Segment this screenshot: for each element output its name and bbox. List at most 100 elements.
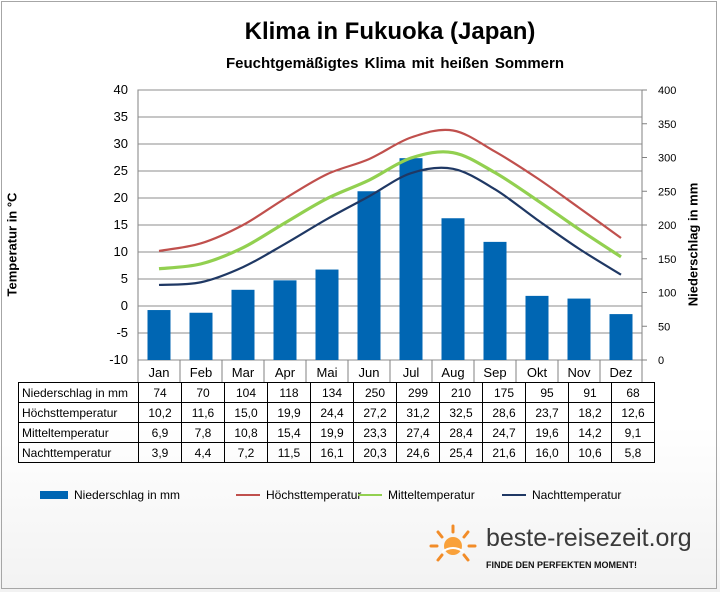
table-cell: 20,3 <box>353 442 397 463</box>
x-tick-label: Okt <box>527 365 548 380</box>
x-tick-label: Jun <box>359 365 380 380</box>
precipitation-bar <box>147 310 171 360</box>
table-cell: 7,8 <box>181 422 225 443</box>
x-tick-label: Apr <box>275 365 296 380</box>
y2-tick-label: 400 <box>658 85 676 97</box>
y2-tick-label: 100 <box>658 288 676 300</box>
y2-tick-label: 350 <box>658 119 676 131</box>
legend-swatch-line <box>502 494 526 496</box>
table-row: Niederschlag in mm 74 70 104 118 134 250 299 210… <box>18 382 655 403</box>
y-tick-label: 35 <box>114 109 128 124</box>
table-cell: 95 <box>525 382 569 403</box>
chart-title: Klima in Fukuoka (Japan) <box>244 18 536 45</box>
precipitation-bar <box>231 289 255 360</box>
table-cell: 3,9 <box>138 442 182 463</box>
y-tick-label: 5 <box>121 271 128 286</box>
data-table: Niederschlag in mm 74 70 104 118 134 250 299 210… <box>18 382 655 463</box>
legend-swatch-line <box>358 494 382 496</box>
legend-label: Mitteltemperatur <box>388 488 475 502</box>
table-cell: 250 <box>353 382 397 403</box>
table-row: Mitteltemperatur 6,9 7,8 10,8 15,4 19,9 23,3 27… <box>18 422 655 443</box>
table-cell: 23,7 <box>525 402 569 423</box>
y-tick-label: -5 <box>116 325 128 340</box>
y2-tick-label: 200 <box>658 220 676 232</box>
table-cell: 24,4 <box>310 402 354 423</box>
x-tick-label: Dez <box>609 365 632 380</box>
precipitation-bar <box>525 295 549 360</box>
x-tick-label: Jan <box>149 365 170 380</box>
y2-tick-label: 250 <box>658 186 676 198</box>
table-cell: 74 <box>138 382 182 403</box>
y-tick-label: 10 <box>114 244 128 259</box>
table-cell: 5,8 <box>611 442 655 463</box>
table-cell: 24,6 <box>396 442 440 463</box>
table-cell: 210 <box>439 382 483 403</box>
table-cell: 27,2 <box>353 402 397 423</box>
table-cell: 6,9 <box>138 422 182 443</box>
table-cell: 118 <box>267 382 311 403</box>
y-tick-label: 15 <box>114 217 128 232</box>
precipitation-bar <box>315 269 339 360</box>
table-cell: 16,1 <box>310 442 354 463</box>
precipitation-bar <box>567 298 591 360</box>
table-cell: 28,6 <box>482 402 526 423</box>
table-cell: 4,4 <box>181 442 225 463</box>
table-row: Nachttemperatur 3,9 4,4 7,2 11,5 16,1 20,3 24,6… <box>18 442 655 463</box>
brand-name: beste-reisezeit.org <box>486 524 692 552</box>
nacht-temperature-line <box>158 166 622 287</box>
y2-tick-label: 150 <box>658 254 676 266</box>
legend-item-nacht: Nachttemperatur <box>502 488 621 502</box>
x-tick-label: Mai <box>317 365 338 380</box>
precipitation-bar <box>273 280 297 360</box>
table-cell: 19,9 <box>310 422 354 443</box>
precipitation-bar <box>399 158 423 360</box>
y-tick-label: 25 <box>114 163 128 178</box>
table-cell: 24,7 <box>482 422 526 443</box>
table-cell: 134 <box>310 382 354 403</box>
table-cell: 19,6 <box>525 422 569 443</box>
table-cell: 68 <box>611 382 655 403</box>
brand-tagline: FINDE DEN PERFEKTEN MOMENT! <box>486 560 638 570</box>
legend-item-niederschlag: Niederschlag in mm <box>40 488 180 502</box>
table-cell: 10,6 <box>568 442 612 463</box>
table-row-label: Höchsttemperatur <box>18 402 139 423</box>
table-cell: 16,0 <box>525 442 569 463</box>
table-cell: 70 <box>181 382 225 403</box>
precipitation-bar <box>609 314 633 360</box>
table-cell: 10,2 <box>138 402 182 423</box>
x-tick-label: Sep <box>483 365 506 380</box>
y-tick-label: 0 <box>121 298 128 313</box>
x-tick-label: Nov <box>567 365 591 380</box>
x-tick-label: Jul <box>403 365 420 380</box>
table-row-label: Mitteltemperatur <box>18 422 139 443</box>
table-cell: 27,4 <box>396 422 440 443</box>
table-cell: 32,5 <box>439 402 483 423</box>
legend-item-mittel: Mitteltemperatur <box>358 488 475 502</box>
table-cell: 7,2 <box>224 442 268 463</box>
precipitation-bar <box>483 241 507 360</box>
mittel-temperature-line <box>158 150 622 271</box>
table-cell: 14,2 <box>568 422 612 443</box>
table-cell: 299 <box>396 382 440 403</box>
table-cell: 104 <box>224 382 268 403</box>
legend-label: Höchsttemperatur <box>266 488 362 502</box>
table-cell: 23,3 <box>353 422 397 443</box>
y2-tick-label: 300 <box>658 153 676 165</box>
legend-label: Niederschlag in mm <box>74 488 181 502</box>
precipitation-bar <box>357 191 381 360</box>
precipitation-bar <box>441 218 465 360</box>
table-cell: 15,4 <box>267 422 311 443</box>
table-row: Höchsttemperatur 10,2 11,6 15,0 19,9 24,4 27,2… <box>18 402 655 423</box>
table-cell: 19,9 <box>267 402 311 423</box>
table-cell: 175 <box>482 382 526 403</box>
hoechst-temperature-line <box>158 128 622 253</box>
sun-logo-icon <box>429 524 477 562</box>
table-cell: 9,1 <box>611 422 655 443</box>
legend-item-hoechst: Höchsttemperatur <box>236 488 361 502</box>
table-cell: 12,6 <box>611 402 655 423</box>
y2-tick-label: 0 <box>658 355 664 367</box>
table-cell: 15,0 <box>224 402 268 423</box>
table-row-label: Nachttemperatur <box>18 442 139 463</box>
